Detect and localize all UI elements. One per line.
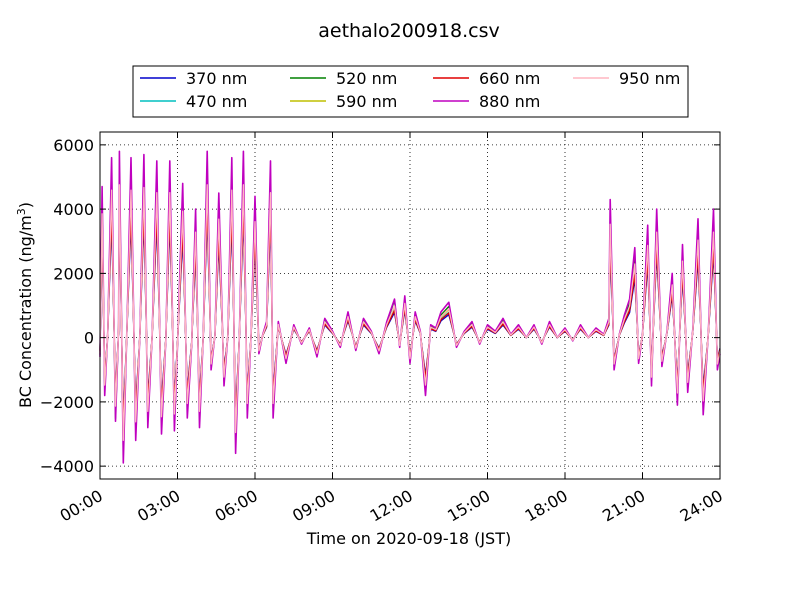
x-tick-label: 21:00	[599, 486, 648, 526]
legend-label: 520 nm	[336, 69, 397, 88]
legend-label: 880 nm	[479, 92, 540, 111]
x-tick-label: 24:00	[677, 486, 726, 526]
y-axis-label: BC Concentration (ng/m3)	[15, 202, 35, 408]
legend-label: 370 nm	[186, 69, 247, 88]
y-axis-label-close: )	[16, 202, 35, 208]
x-tick-label: 03:00	[134, 486, 183, 526]
x-tick-label: 09:00	[289, 486, 338, 526]
series-line-950nm	[99, 184, 721, 442]
grid	[100, 132, 720, 479]
legend-label: 660 nm	[479, 69, 540, 88]
series-lines	[99, 150, 721, 464]
y-tick-label: −4000	[40, 457, 94, 476]
x-axis-label: Time on 2020-09-18 (JST)	[306, 529, 511, 548]
legend-label: 590 nm	[336, 92, 397, 111]
chart-title: aethalo200918.csv	[318, 20, 500, 42]
x-tick-label: 18:00	[522, 486, 571, 526]
y-tick-label: 6000	[53, 136, 94, 155]
legend-label: 950 nm	[619, 69, 680, 88]
x-tick-label: 15:00	[444, 486, 493, 526]
x-tick-label: 00:00	[57, 486, 106, 526]
legend-label: 470 nm	[186, 92, 247, 111]
legend-box	[132, 65, 689, 118]
legend: 370 nm 470 nm 520 nm 590 nm 660 nm 880 nm 950 …	[132, 65, 689, 118]
y-axis-label-superscript: 3	[15, 208, 28, 215]
x-tick-label: 12:00	[367, 486, 416, 526]
x-tick-label: 06:00	[212, 486, 261, 526]
y-tick-label: 4000	[53, 200, 94, 219]
y-tick-label: 0	[84, 329, 94, 348]
y-tick-label: 2000	[53, 264, 94, 283]
y-tick-label: −2000	[40, 393, 94, 412]
y-axis-label-main: BC Concentration (ng/m	[16, 215, 35, 408]
